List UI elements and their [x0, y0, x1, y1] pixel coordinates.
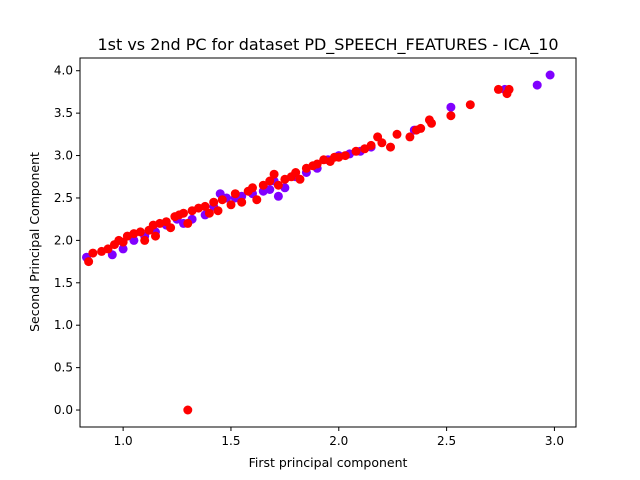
scatter-point [265, 176, 275, 186]
scatter-point [386, 142, 395, 152]
x-tick-label: 1.0 [114, 434, 133, 448]
scatter-point [377, 138, 387, 148]
scatter-point [200, 201, 210, 211]
scatter-point [504, 84, 514, 94]
x-tick-label: 2.0 [329, 434, 348, 448]
y-tick-label: 0.5 [54, 361, 73, 375]
y-tick-label: 3.0 [54, 149, 73, 163]
chart-title: 1st vs 2nd PC for dataset PD_SPEECH_FEAT… [97, 35, 558, 55]
scatter-point [103, 244, 113, 254]
scatter-point [545, 70, 555, 80]
scatter-point [312, 159, 322, 169]
y-tick-label: 0.0 [54, 403, 73, 417]
x-tick-label: 1.5 [221, 434, 240, 448]
y-tick-label: 3.5 [54, 106, 73, 120]
scatter-point [135, 227, 145, 237]
plot-points [82, 70, 555, 415]
x-axis-ticks: 1.0 1.5 2.0 2.5 3.0 [114, 427, 564, 448]
scatter-point [351, 146, 361, 156]
scatter-point [258, 180, 268, 190]
scatter-point [465, 100, 475, 110]
y-tick-label: 2.0 [54, 233, 73, 247]
scatter-point [405, 132, 415, 142]
scatter-point [248, 183, 257, 193]
scatter-point [204, 208, 214, 218]
x-tick-label: 3.0 [545, 434, 564, 448]
y-tick-label: 4.0 [54, 64, 73, 78]
scatter-point [392, 129, 402, 139]
scatter-point [532, 80, 542, 90]
scatter-point [252, 195, 262, 205]
scatter-point [118, 244, 128, 254]
scatter-point [446, 102, 456, 112]
scatter-point [273, 191, 283, 201]
plot-frame [79, 57, 577, 428]
x-tick-label: 2.5 [437, 434, 456, 448]
y-axis-label: Second Principal Component [27, 152, 42, 332]
scatter-point [209, 197, 219, 207]
scatter-point [166, 223, 176, 233]
scatter-point [179, 208, 188, 218]
y-tick-label: 1.0 [54, 318, 73, 332]
scatter-point [291, 168, 301, 177]
scatter-point [226, 200, 236, 210]
scatter-point [129, 235, 139, 245]
scatter-point [230, 189, 240, 199]
scatter-point [446, 111, 456, 121]
scatter-point [88, 248, 98, 258]
scatter-point [295, 174, 305, 184]
y-tick-label: 1.5 [54, 276, 73, 290]
scatter-point [140, 235, 150, 245]
scatter-point [273, 180, 283, 190]
scatter-point [366, 140, 376, 150]
scatter-point [265, 185, 275, 194]
scatter-point [493, 84, 503, 94]
scatter-point [237, 197, 247, 207]
y-axis-ticks: 0.0 0.5 1.0 1.5 2.0 2.5 3.0 3.5 4.0 [54, 64, 80, 417]
scatter-point [151, 231, 160, 241]
scatter-point [269, 169, 279, 179]
scatter-point [213, 206, 223, 216]
scatter-point [217, 195, 227, 205]
scatter-point [340, 151, 350, 161]
scatter-point [183, 218, 193, 228]
x-axis-label: First principal component [249, 455, 408, 470]
scatter-point [427, 118, 436, 128]
scatter-point [84, 257, 94, 267]
scatter-point [416, 123, 426, 133]
scatter-point [183, 405, 193, 415]
y-tick-label: 2.5 [54, 191, 73, 205]
